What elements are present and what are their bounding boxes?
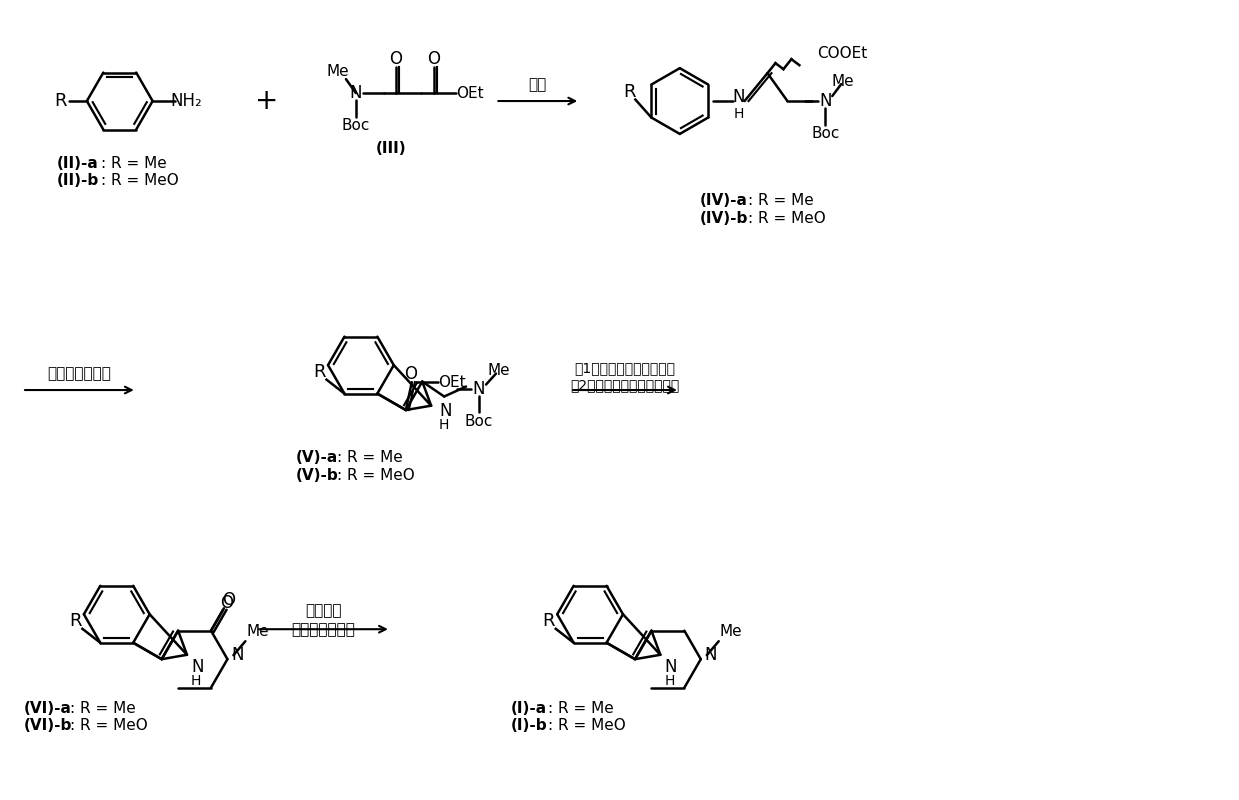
Text: R: R bbox=[55, 92, 67, 110]
Text: (III): (III) bbox=[375, 142, 406, 156]
Text: (V)-b: (V)-b bbox=[296, 468, 339, 483]
Text: Me: Me bbox=[720, 624, 742, 638]
Text: H: H bbox=[439, 418, 450, 432]
Text: +: + bbox=[254, 87, 278, 115]
Text: Me: Me bbox=[831, 74, 855, 89]
Text: OEt: OEt bbox=[437, 374, 466, 390]
Text: N: N bbox=[349, 84, 362, 102]
Text: (IV)-a: (IV)-a bbox=[700, 193, 747, 208]
Text: : R = MeO: : R = MeO bbox=[69, 718, 147, 734]
Text: 醋酸: 醋酸 bbox=[528, 78, 546, 93]
Text: H: H bbox=[664, 674, 675, 688]
Text: OEt: OEt bbox=[456, 86, 483, 101]
Text: 氢化铝锂: 氢化铝锂 bbox=[305, 602, 341, 618]
Text: O: O bbox=[223, 590, 235, 609]
Text: Me: Me bbox=[327, 64, 349, 78]
Text: N: N bbox=[664, 658, 676, 676]
Text: (II)-b: (II)-b bbox=[57, 174, 99, 188]
Text: (II)-a: (II)-a bbox=[57, 156, 99, 171]
Text: : R = MeO: : R = MeO bbox=[747, 211, 825, 226]
Text: （1）三氟乙酸，二氯甲烷: （1）三氟乙酸，二氯甲烷 bbox=[575, 361, 675, 375]
Text: O: O bbox=[404, 365, 418, 383]
Text: R: R bbox=[543, 612, 555, 630]
Text: N: N bbox=[191, 658, 203, 676]
Text: O: O bbox=[221, 594, 233, 612]
Text: (I)-a: (I)-a bbox=[510, 702, 546, 717]
Text: N: N bbox=[732, 88, 745, 106]
Text: O: O bbox=[389, 50, 403, 68]
Text: : R = Me: : R = Me bbox=[337, 450, 403, 466]
Text: O: O bbox=[427, 50, 440, 68]
Text: (VI)-b: (VI)-b bbox=[24, 718, 72, 734]
Text: R: R bbox=[313, 362, 326, 381]
Text: Boc: Boc bbox=[342, 118, 370, 134]
Text: N: N bbox=[705, 646, 717, 664]
Text: N: N bbox=[819, 92, 831, 110]
Text: : R = Me: : R = Me bbox=[548, 702, 615, 717]
Text: Boc: Boc bbox=[465, 414, 493, 429]
Text: : R = MeO: : R = MeO bbox=[100, 174, 178, 188]
Text: : R = MeO: : R = MeO bbox=[548, 718, 626, 734]
Text: N: N bbox=[439, 402, 451, 420]
Text: (I)-b: (I)-b bbox=[510, 718, 546, 734]
Text: : R = MeO: : R = MeO bbox=[337, 468, 415, 483]
Text: (IV)-b: (IV)-b bbox=[700, 211, 748, 226]
Text: NH₂: NH₂ bbox=[171, 92, 202, 110]
Text: Me: Me bbox=[247, 624, 269, 638]
Text: N: N bbox=[232, 646, 244, 664]
Text: （2）氢氧化钠，甲醇，回流: （2）氢氧化钠，甲醇，回流 bbox=[570, 378, 680, 392]
Text: H: H bbox=[191, 674, 202, 688]
Text: R: R bbox=[69, 612, 82, 630]
Text: : R = Me: : R = Me bbox=[69, 702, 135, 717]
Text: H: H bbox=[733, 107, 743, 121]
Text: Me: Me bbox=[488, 363, 510, 378]
Text: 四氢呋喃，回流: 四氢呋喃，回流 bbox=[291, 622, 354, 637]
Text: : R = Me: : R = Me bbox=[100, 156, 166, 171]
Text: R: R bbox=[623, 82, 636, 101]
Text: 醋酸钯，醋酸铜: 醋酸钯，醋酸铜 bbox=[47, 366, 110, 382]
Text: N: N bbox=[473, 379, 486, 398]
Text: : R = Me: : R = Me bbox=[747, 193, 813, 208]
Text: COOEt: COOEt bbox=[818, 46, 867, 61]
Text: (V)-a: (V)-a bbox=[296, 450, 338, 466]
Text: (VI)-a: (VI)-a bbox=[24, 702, 72, 717]
Text: Boc: Boc bbox=[812, 126, 840, 142]
